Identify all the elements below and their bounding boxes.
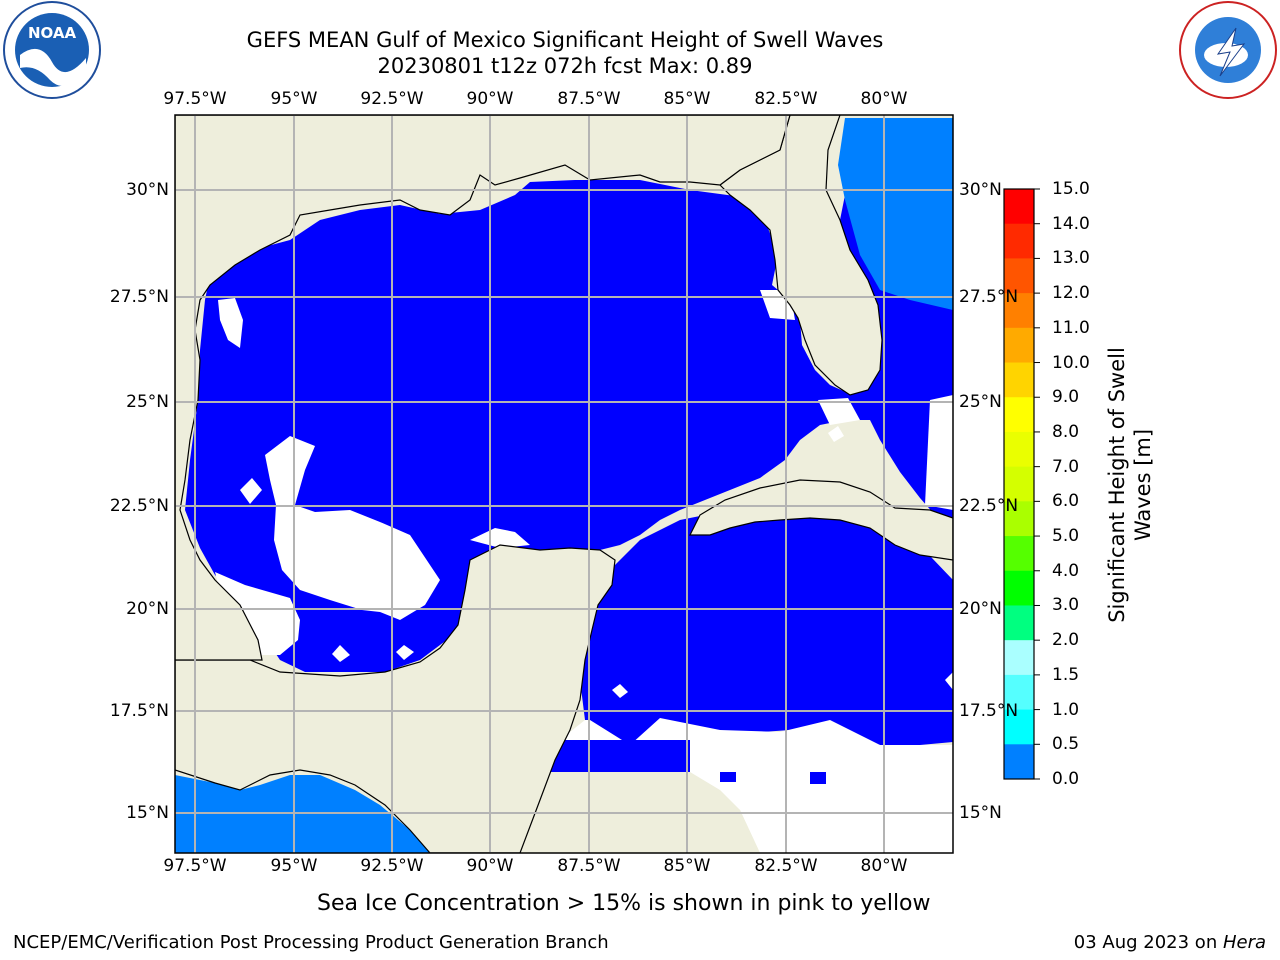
colorbar-band: [1004, 501, 1034, 537]
lon-label-top: 90°W: [466, 89, 514, 109]
lat-label-left: 30°N: [126, 180, 169, 200]
colorbar-tick-label: 12.0: [1052, 283, 1090, 304]
graticule: [175, 115, 953, 853]
colorbar-band: [1004, 293, 1034, 329]
colorbar-band: [1004, 466, 1034, 502]
colorbar-band: [1004, 744, 1034, 780]
lon-label-bottom: 85°W: [663, 856, 711, 876]
colorbar-band: [1004, 674, 1034, 711]
colorbar-band: [1004, 362, 1034, 398]
colorbar-band: [1004, 397, 1034, 433]
colorbar-tick-label: 4.0: [1052, 560, 1080, 581]
colorbar-tick-label: 9.0: [1052, 387, 1080, 408]
colorbar-band: [1004, 570, 1034, 606]
lat-label-right: 27.5°N: [959, 287, 1019, 307]
sea-ice-note: Sea Ice Concentration > 15% is shown in …: [317, 891, 931, 916]
cuba-land: [689, 479, 953, 561]
yucatan-land: [175, 544, 616, 853]
colorbar-tick-label: 3.0: [1052, 595, 1080, 616]
lon-label-top: 95°W: [270, 89, 318, 109]
footer-host: Hera: [1222, 932, 1266, 953]
lon-label-bottom: 97.5°W: [163, 856, 227, 876]
colorbar-band: [1004, 640, 1034, 676]
lat-label-left: 22.5°N: [109, 496, 169, 516]
lat-label-left: 15°N: [126, 803, 169, 823]
colorbar-tick-label: 15.0: [1052, 179, 1090, 199]
colorbar-band: [1004, 327, 1034, 364]
colorbar-frame: [1003, 188, 1035, 780]
colorbar-title-line1: Significant Height of Swell: [1105, 347, 1129, 623]
colorbar: [1004, 188, 1040, 780]
colorbar-tick-label: 10.0: [1052, 352, 1090, 373]
colorbar-tick-label: 8.0: [1052, 421, 1080, 442]
colorbar-tick-label: 1.5: [1052, 664, 1080, 685]
footer-credit: NCEP/EMC/Verification Post Processing Pr…: [13, 932, 609, 953]
footer-date: 03 Aug 2023 on Hera: [1074, 932, 1266, 953]
lat-label-left: 25°N: [126, 392, 169, 412]
lon-label-bottom: 87.5°W: [557, 856, 621, 876]
footer-date-text: 03 Aug 2023 on: [1073, 932, 1223, 953]
lat-label-right: 17.5°N: [959, 701, 1019, 721]
caribbean-swell-field: [580, 500, 953, 745]
lon-label-bottom: 82.5°W: [754, 856, 818, 876]
lat-label-left: 27.5°N: [109, 287, 169, 307]
colorbar-band: [1004, 431, 1034, 468]
chart-subtitle: 20230801 t12z 072h fcst Max: 0.89: [377, 54, 753, 78]
colorbar-tick-label: 13.0: [1052, 248, 1090, 269]
colorbar-tick-label: 7.0: [1052, 456, 1080, 477]
colorbar-band: [1004, 605, 1034, 641]
lon-label-top: 87.5°W: [557, 89, 621, 109]
colorbar-band: [1004, 536, 1034, 572]
lon-label-bottom: 95°W: [270, 856, 318, 876]
colorbar-band: [1004, 223, 1034, 259]
atlantic-swell-field: [838, 118, 953, 310]
mexico-texas-land: [175, 115, 791, 661]
lon-label-bottom: 92.5°W: [360, 856, 424, 876]
colorbar-tick-label: 0.5: [1052, 734, 1080, 755]
lat-label-right: 25°N: [959, 392, 1002, 412]
lon-label-top: 92.5°W: [360, 89, 424, 109]
florida-land: [719, 115, 883, 396]
colorbar-tick-label: 1.0: [1052, 699, 1080, 720]
lat-label-right: 30°N: [959, 180, 1002, 200]
colorbar-tick-label: 2.0: [1052, 630, 1080, 651]
lon-label-bottom: 80°W: [860, 856, 908, 876]
chart-title: GEFS MEAN Gulf of Mexico Significant Hei…: [246, 28, 884, 52]
lat-label-left: 20°N: [126, 599, 169, 619]
colorbar-tick-label: 5.0: [1052, 526, 1080, 547]
colorbar-tick-label: 14.0: [1052, 213, 1090, 234]
colorbar-band: [1004, 709, 1034, 745]
lon-label-top: 80°W: [860, 89, 908, 109]
lon-label-top: 85°W: [663, 89, 711, 109]
colorbar-tick-label: 0.0: [1052, 769, 1080, 789]
colorbar-band: [1004, 189, 1034, 225]
colorbar-title-line2: Waves [m]: [1131, 428, 1155, 542]
lat-label-right: 22.5°N: [959, 496, 1019, 516]
lon-label-bottom: 90°W: [466, 856, 514, 876]
lon-label-top: 97.5°W: [163, 89, 227, 109]
colorbar-tick-label: 6.0: [1052, 491, 1080, 512]
colorbar-title: Significant Height of Swell Waves [m]: [1104, 347, 1156, 623]
lat-label-right: 20°N: [959, 599, 1002, 619]
colorbar-band: [1004, 258, 1034, 294]
map-frame: [174, 114, 954, 854]
lat-label-left: 17.5°N: [109, 701, 169, 721]
lat-label-right: 15°N: [959, 803, 1002, 823]
colorbar-tick-label: 11.0: [1052, 317, 1090, 338]
no-data-area: [265, 436, 440, 620]
lon-label-top: 82.5°W: [754, 89, 818, 109]
